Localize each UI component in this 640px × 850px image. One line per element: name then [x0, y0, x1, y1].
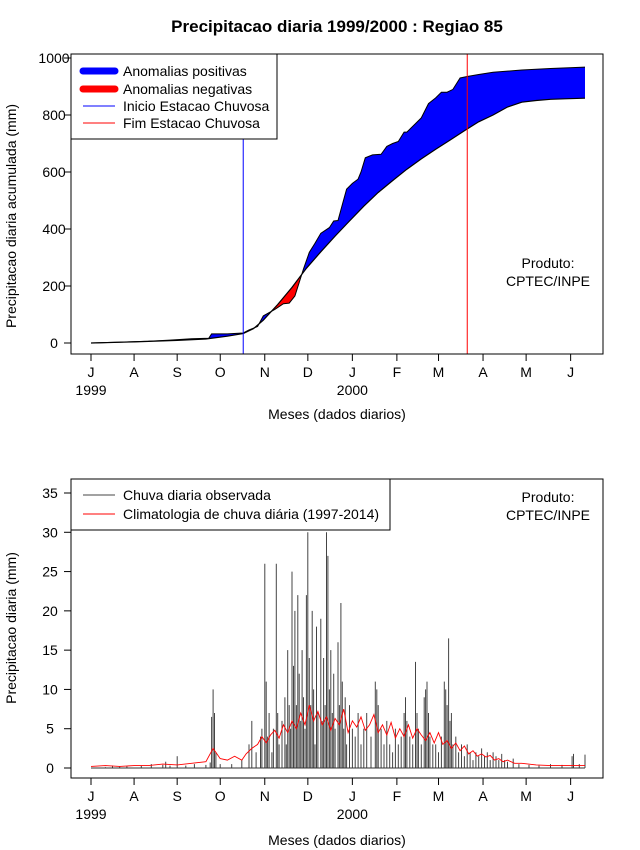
x-tick-label-daily-8: M	[433, 788, 445, 804]
x-tick-label-accumulated-8: M	[433, 364, 445, 380]
y-tick-label-daily-4: 20	[42, 603, 58, 619]
x-axis-label-daily: Meses (dados diarios)	[268, 832, 406, 848]
chart-title: Precipitacao diaria 1999/2000 : Regiao 8…	[171, 17, 503, 36]
y-tick-label-daily-2: 10	[42, 681, 58, 697]
legend-box-daily	[70, 478, 391, 531]
y-axis-accumulated: 0 200 400 600 800 1000	[38, 50, 72, 351]
year-label-daily-1: 2000	[337, 806, 368, 822]
x-tick-label-daily-7: F	[393, 788, 402, 804]
y-tick-label-accumulated-5: 1000	[38, 50, 69, 66]
y-axis-label-daily: Precipitacao diaria (mm)	[3, 552, 19, 704]
x-tick-label-daily-9: A	[478, 788, 488, 804]
x-tick-label-daily-2: S	[172, 788, 181, 804]
climatology-line-layer	[90, 704, 585, 767]
x-tick-label-accumulated-6: J	[349, 364, 356, 380]
year-label-daily-0: 1999	[75, 806, 106, 822]
year-label-accumulated-1: 2000	[337, 382, 368, 398]
x-tick-label-accumulated-9: A	[478, 364, 488, 380]
legend-daily: Chuva diaria observada Climatologia de c…	[70, 478, 391, 531]
y-axis-daily: 0 5 10 15 20 25 30 35	[42, 485, 72, 776]
x-tick-label-accumulated-2: S	[172, 364, 181, 380]
product-label-daily: Produto:	[522, 489, 575, 505]
product-source-accumulated: CPTEC/INPE	[506, 273, 590, 289]
x-tick-label-accumulated-1: A	[129, 364, 139, 380]
x-axis-accumulated: J A S O N D J F M A M J 1999 2000	[75, 353, 574, 398]
product-label-accumulated: Produto:	[522, 255, 575, 271]
y-tick-label-daily-6: 30	[42, 524, 58, 540]
y-tick-label-daily-1: 5	[46, 721, 54, 737]
y-tick-label-accumulated-2: 400	[42, 221, 66, 237]
y-tick-label-daily-5: 25	[42, 564, 58, 580]
y-tick-label-accumulated-1: 200	[42, 278, 66, 294]
x-tick-label-accumulated-4: N	[260, 364, 270, 380]
x-tick-label-daily-1: A	[129, 788, 139, 804]
x-tick-label-daily-0: J	[88, 788, 95, 804]
y-tick-label-daily-3: 15	[42, 642, 58, 658]
year-label-accumulated-0: 1999	[75, 382, 106, 398]
positive-anomaly-area-0	[91, 328, 254, 343]
product-source-daily: CPTEC/INPE	[506, 507, 590, 523]
panel-accumulated: 0 200 400 600 800 1000 J A S O N D J F M A M J 1999 2000 P…	[3, 50, 604, 422]
y-tick-label-daily-0: 0	[46, 760, 54, 776]
legend-label-negative: Anomalias negativas	[123, 81, 252, 97]
x-tick-label-daily-6: J	[349, 788, 356, 804]
x-tick-label-daily-3: O	[215, 788, 226, 804]
x-tick-label-daily-11: J	[567, 788, 574, 804]
panel-daily: 0 5 10 15 20 25 30 35 J A S O N D J F M A M J 1999 2000 Prec…	[3, 478, 604, 848]
climatology-accumulated-line	[90, 97, 586, 344]
climatology-daily-line	[90, 704, 585, 767]
accumulated-lines-layer	[90, 54, 586, 354]
negative-anomaly-area-3	[270, 276, 301, 313]
legend-label-climatology: Climatologia de chuva diária (1997-2014)	[123, 506, 379, 522]
x-tick-label-daily-5: D	[303, 788, 313, 804]
x-tick-label-accumulated-7: F	[393, 364, 402, 380]
positive-anomaly-area-4	[300, 67, 585, 278]
legend-label-observed: Chuva diaria observada	[123, 487, 271, 503]
x-axis-daily: J A S O N D J F M A M J 1999 2000	[75, 777, 574, 822]
y-tick-label-accumulated-4: 800	[42, 107, 66, 123]
y-axis-label-accumulated: Precipitacao diaria acumulada (mm)	[3, 104, 19, 328]
legend-label-end: Fim Estacao Chuvosa	[123, 115, 260, 131]
x-tick-label-accumulated-11: J	[567, 364, 574, 380]
observed-bars-layer	[91, 532, 586, 769]
legend-label-positive: Anomalias positivas	[123, 63, 247, 79]
legend-label-onset: Inicio Estacao Chuvosa	[123, 98, 270, 114]
x-tick-label-daily-4: N	[260, 788, 270, 804]
x-tick-label-accumulated-10: M	[520, 364, 532, 380]
y-tick-label-accumulated-0: 0	[50, 335, 58, 351]
y-tick-label-daily-7: 35	[42, 485, 58, 501]
legend-accumulated: Anomalias positivas Anomalias negativas …	[70, 53, 278, 140]
x-tick-label-accumulated-3: O	[215, 364, 226, 380]
y-tick-label-accumulated-3: 600	[42, 164, 66, 180]
x-axis-label-accumulated: Meses (dados diarios)	[268, 406, 406, 422]
x-tick-label-daily-10: M	[520, 788, 532, 804]
x-tick-label-accumulated-5: D	[303, 364, 313, 380]
x-tick-label-accumulated-0: J	[88, 364, 95, 380]
